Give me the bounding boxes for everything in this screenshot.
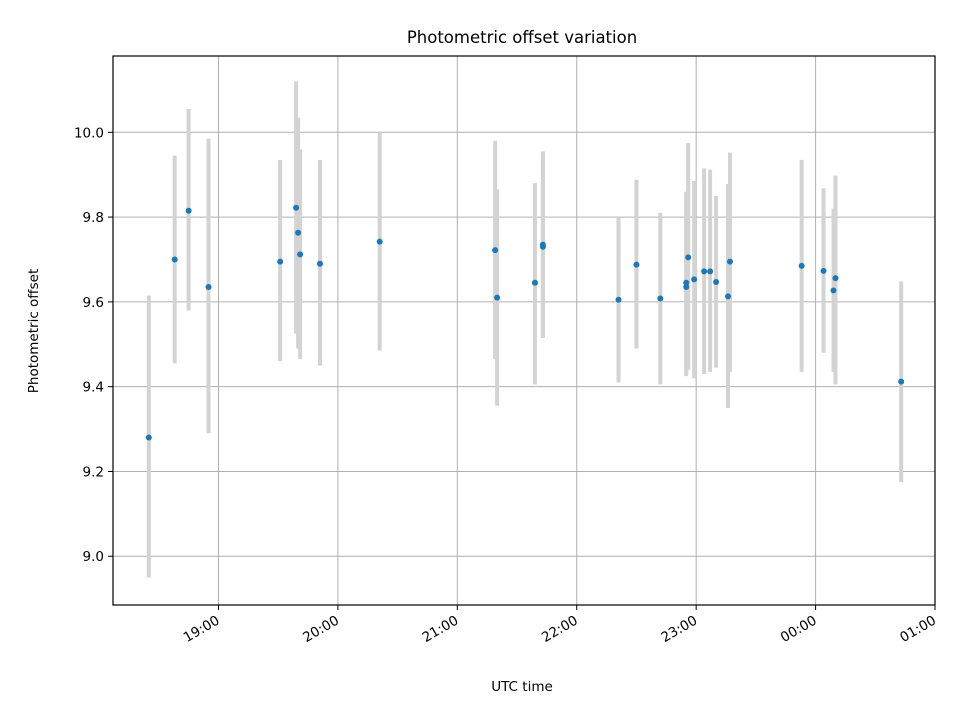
- x-axis-label: UTC time: [491, 679, 553, 695]
- data-point: [297, 251, 304, 258]
- data-point: [615, 296, 622, 303]
- data-point: [205, 284, 212, 291]
- x-tick-label: 21:00: [420, 613, 462, 646]
- data-point: [494, 294, 501, 301]
- data-points: [145, 204, 905, 441]
- error-bars: [146, 81, 904, 578]
- data-point: [701, 268, 708, 275]
- data-point: [295, 229, 302, 236]
- data-point: [832, 275, 839, 282]
- data-point: [657, 295, 664, 302]
- data-point: [531, 279, 538, 286]
- data-point: [376, 238, 383, 245]
- x-tick-label: 01:00: [897, 613, 939, 646]
- data-point: [830, 287, 837, 294]
- data-point: [820, 267, 827, 274]
- data-point: [293, 204, 300, 211]
- data-point: [633, 261, 640, 268]
- y-tick-label: 9.8: [83, 210, 104, 226]
- data-point: [707, 268, 714, 275]
- x-tick-label: 23:00: [658, 613, 700, 646]
- data-point: [185, 207, 192, 214]
- data-point: [539, 241, 546, 248]
- x-tick-label: 22:00: [539, 613, 581, 646]
- grid-lines: [113, 56, 936, 605]
- y-tick-label: 9.6: [83, 295, 104, 311]
- x-tick-label: 19:00: [181, 613, 223, 646]
- data-point: [713, 278, 720, 285]
- x-tick-label: 20:00: [300, 613, 342, 646]
- chart-title: Photometric offset variation: [407, 28, 637, 47]
- data-point: [492, 247, 499, 254]
- plot-frame: [112, 55, 936, 606]
- y-tick-label: 9.4: [83, 380, 104, 396]
- data-point: [145, 434, 152, 441]
- data-point: [725, 293, 732, 300]
- x-tick-label: 00:00: [778, 613, 820, 646]
- y-tick-label: 9.0: [83, 549, 104, 565]
- y-tick-label: 10.0: [74, 125, 104, 141]
- data-point: [691, 276, 698, 283]
- data-point: [898, 378, 905, 385]
- y-axis-label: Photometric offset: [26, 269, 42, 393]
- data-point: [798, 262, 805, 269]
- y-axis-ticks: 9.0 9.2 9.4 9.6 9.8 10.0: [74, 125, 113, 565]
- data-point: [726, 258, 733, 265]
- data-point: [316, 260, 323, 267]
- data-point: [685, 254, 692, 261]
- data-point: [683, 284, 690, 291]
- data-point: [171, 256, 178, 263]
- data-point: [683, 279, 690, 286]
- y-tick-label: 9.2: [83, 464, 104, 480]
- x-axis-ticks: 19:00 20:00 21:00 22:00 23:00 00:00 01:00: [181, 605, 939, 646]
- data-point: [277, 258, 284, 265]
